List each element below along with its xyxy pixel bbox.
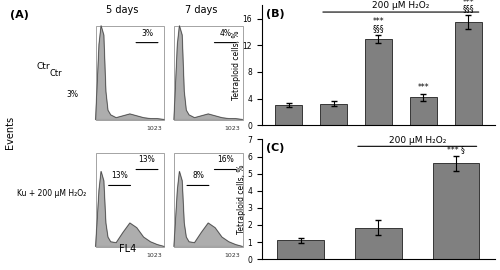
Text: +: + bbox=[374, 147, 382, 156]
Text: (B): (B) bbox=[266, 9, 285, 19]
Polygon shape bbox=[174, 26, 242, 120]
Text: -: - bbox=[422, 147, 425, 156]
Text: 1023: 1023 bbox=[224, 126, 240, 131]
Text: (C): (C) bbox=[266, 143, 285, 153]
Text: Ctr: Ctr bbox=[37, 62, 51, 71]
Text: Events: Events bbox=[5, 116, 15, 149]
Text: ***: *** bbox=[462, 0, 474, 7]
Polygon shape bbox=[174, 171, 242, 247]
Text: 5 days: 5 days bbox=[106, 5, 138, 15]
Text: 3%: 3% bbox=[141, 29, 153, 38]
Y-axis label: Tetraploid cells, %: Tetraploid cells, % bbox=[237, 165, 246, 234]
Bar bbox=[365, 39, 392, 125]
Text: 3%: 3% bbox=[66, 90, 78, 99]
Text: §§§: §§§ bbox=[372, 24, 384, 33]
Text: -: - bbox=[287, 147, 290, 156]
Y-axis label: Tetraploid cells, %: Tetraploid cells, % bbox=[232, 31, 241, 100]
Polygon shape bbox=[96, 171, 164, 247]
Bar bbox=[320, 104, 347, 125]
Text: FL4: FL4 bbox=[119, 244, 136, 254]
Polygon shape bbox=[96, 26, 164, 120]
Text: 1023: 1023 bbox=[146, 126, 162, 131]
Text: 1023: 1023 bbox=[146, 253, 162, 258]
Text: §§§: §§§ bbox=[462, 4, 474, 14]
Text: 7 days: 7 days bbox=[184, 5, 217, 15]
Text: 7: 7 bbox=[465, 161, 471, 170]
Text: Ku + 200 μM H₂O₂: Ku + 200 μM H₂O₂ bbox=[17, 189, 86, 198]
Text: ***: *** bbox=[418, 83, 429, 92]
Text: 5: 5 bbox=[376, 161, 382, 170]
Text: 1023: 1023 bbox=[224, 253, 240, 258]
Bar bbox=[410, 97, 436, 125]
Text: 200 μM H₂O₂: 200 μM H₂O₂ bbox=[388, 136, 446, 146]
Text: Ku: Ku bbox=[264, 147, 275, 156]
Text: 7: 7 bbox=[420, 161, 426, 170]
Bar bbox=[96, 26, 164, 120]
Text: 8%: 8% bbox=[192, 171, 204, 180]
Text: Ctr: Ctr bbox=[49, 69, 62, 78]
Text: 0: 0 bbox=[286, 161, 292, 170]
Bar bbox=[454, 22, 481, 125]
Bar bbox=[433, 163, 480, 259]
Text: ***: *** bbox=[372, 17, 384, 26]
Text: *** §: *** § bbox=[447, 145, 465, 154]
Text: 13%: 13% bbox=[111, 171, 128, 180]
Text: Time, days: Time, days bbox=[356, 176, 401, 184]
Text: -: - bbox=[332, 147, 335, 156]
Bar bbox=[174, 26, 242, 120]
Text: 5: 5 bbox=[330, 161, 336, 170]
Bar bbox=[276, 105, 302, 125]
Text: +: + bbox=[464, 147, 472, 156]
Text: (A): (A) bbox=[10, 11, 29, 21]
Bar bbox=[278, 240, 324, 259]
Text: 200 μM H₂O₂: 200 μM H₂O₂ bbox=[372, 1, 430, 10]
Text: 13%: 13% bbox=[138, 156, 156, 164]
Bar bbox=[96, 153, 164, 247]
Bar bbox=[174, 153, 242, 247]
Text: 16%: 16% bbox=[217, 156, 234, 164]
Text: 4%: 4% bbox=[220, 29, 232, 38]
Bar bbox=[355, 228, 402, 259]
